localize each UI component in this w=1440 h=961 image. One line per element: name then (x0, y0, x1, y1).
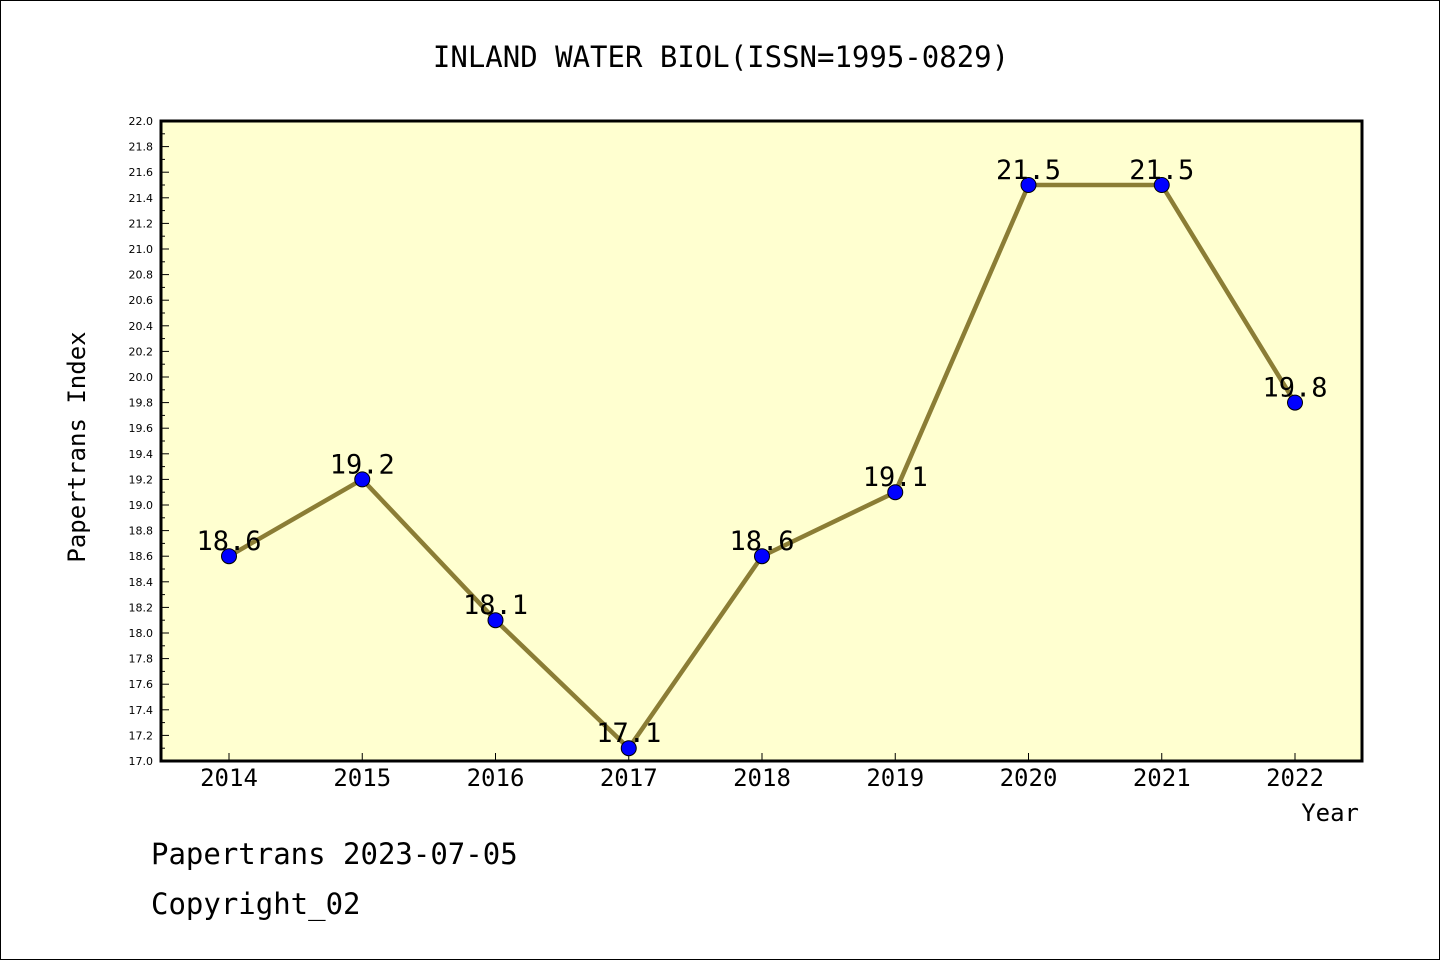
data-point-marker (887, 484, 904, 501)
y-tick-label: 19.8 (129, 397, 154, 410)
y-tick-label: 18.6 (129, 550, 154, 563)
data-label: 19.8 (1262, 373, 1327, 404)
data-point-marker (754, 548, 770, 565)
y-tick-label: 19.4 (129, 448, 154, 461)
data-label: 18.6 (196, 526, 261, 557)
footer-copyright: Copyright_02 (151, 887, 361, 921)
data-point-marker (1287, 394, 1303, 411)
x-tick-label: 2022 (1266, 764, 1324, 792)
y-tick-label: 17.4 (129, 704, 154, 717)
x-tick-label: 2021 (1133, 764, 1191, 792)
x-tick-label: 2017 (600, 764, 658, 792)
data-point-marker (1020, 177, 1037, 193)
y-tick-label: 19.2 (129, 473, 154, 486)
y-tick-label: 20.6 (129, 294, 154, 307)
data-point-marker (620, 740, 637, 757)
x-axis-label: Year (1301, 799, 1359, 827)
y-tick-label: 18.8 (129, 525, 154, 538)
y-tick-label: 20.8 (129, 269, 154, 282)
data-point-marker (1153, 177, 1170, 193)
y-tick-label: 22.0 (129, 115, 154, 128)
y-tick-label: 19.6 (129, 422, 154, 435)
y-tick-label: 18.0 (129, 627, 154, 640)
x-tick-label: 2020 (1000, 764, 1058, 792)
x-tick-label: 2014 (200, 764, 258, 792)
y-tick-label: 20.4 (129, 320, 154, 333)
y-tick-label: 19.0 (129, 499, 154, 512)
x-tick-label: 2018 (733, 764, 791, 792)
data-label: 19.1 (863, 462, 928, 493)
data-label: 18.1 (463, 590, 528, 621)
x-tick-label: 2016 (467, 764, 525, 792)
y-tick-label: 21.6 (129, 166, 154, 179)
y-tick-label: 18.4 (129, 576, 154, 589)
data-label: 18.6 (729, 526, 794, 557)
y-tick-label: 21.0 (129, 243, 154, 256)
plot-frame (159, 119, 1364, 763)
footer-date: Papertrans 2023-07-05 (151, 837, 518, 871)
data-label: 21.5 (996, 155, 1061, 186)
y-tick-label: 20.0 (129, 371, 154, 384)
y-tick-label: 21.4 (129, 192, 154, 205)
data-label: 21.5 (1129, 155, 1194, 186)
data-point-marker (487, 612, 504, 629)
data-label: 19.2 (330, 449, 395, 480)
data-label: 17.1 (596, 718, 661, 749)
y-tick-label: 17.2 (129, 729, 154, 742)
plot-area (161, 121, 1362, 761)
y-tick-label: 17.6 (129, 678, 154, 691)
y-tick-label: 20.2 (129, 345, 154, 358)
y-axis-label: Papertrans Index (63, 331, 91, 562)
y-tick-label: 18.2 (129, 601, 154, 614)
data-point-marker (354, 471, 371, 488)
y-tick-label: 17.0 (129, 755, 154, 768)
x-tick-label: 2019 (866, 764, 924, 792)
y-tick-label: 17.8 (129, 653, 154, 666)
x-tick-label: 2015 (333, 764, 391, 792)
y-tick-label: 21.8 (129, 141, 154, 154)
chart-title: INLAND WATER BIOL(ISSN=1995-0829) (433, 40, 1009, 74)
data-point-marker (221, 548, 237, 565)
y-tick-label: 21.2 (129, 217, 154, 230)
